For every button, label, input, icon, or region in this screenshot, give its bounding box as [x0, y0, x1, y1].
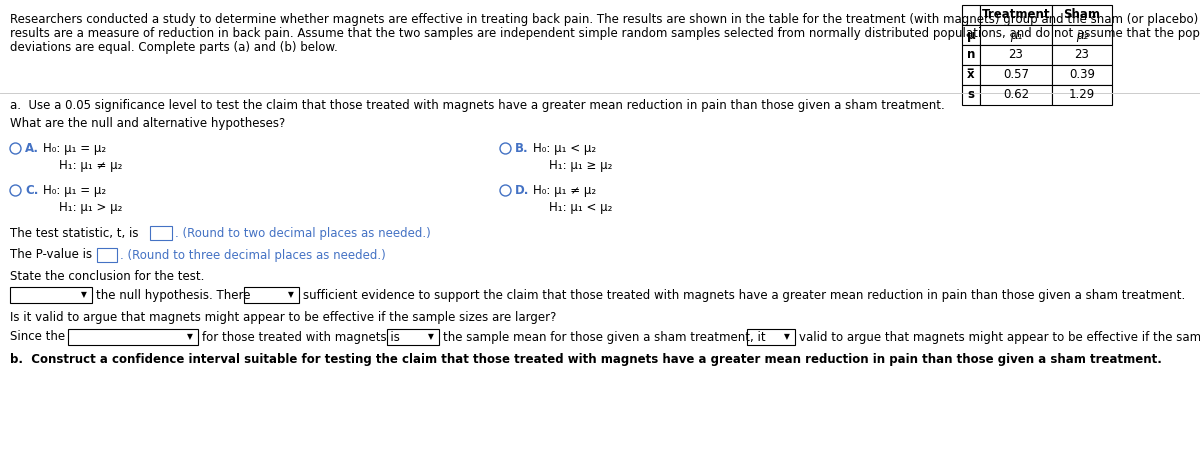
- Bar: [97, 248, 118, 262]
- Text: μ₂: μ₂: [1076, 28, 1088, 41]
- Text: for those treated with magnets is: for those treated with magnets is: [202, 330, 400, 343]
- Text: 0.62: 0.62: [1003, 88, 1030, 101]
- Text: ▼: ▼: [784, 333, 790, 342]
- Bar: [962, 5, 980, 25]
- Bar: [962, 65, 980, 85]
- Text: x̅: x̅: [967, 69, 974, 82]
- Text: results are a measure of reduction in back pain. Assume that the two samples are: results are a measure of reduction in ba…: [10, 27, 1200, 40]
- Bar: [962, 25, 980, 45]
- Bar: [10, 287, 92, 303]
- Text: Is it valid to argue that magnets might appear to be effective if the sample siz: Is it valid to argue that magnets might …: [10, 311, 557, 323]
- Text: ▼: ▼: [288, 291, 294, 299]
- Bar: [386, 329, 439, 345]
- Text: 23: 23: [1074, 48, 1090, 62]
- Text: What are the null and alternative hypotheses?: What are the null and alternative hypoth…: [10, 118, 286, 131]
- Text: H₀: μ₁ ≠ μ₂: H₀: μ₁ ≠ μ₂: [533, 184, 596, 197]
- Text: valid to argue that magnets might appear to be effective if the sample sizes are: valid to argue that magnets might appear…: [799, 330, 1200, 343]
- Text: H₁: μ₁ > μ₂: H₁: μ₁ > μ₂: [59, 201, 122, 214]
- Bar: [980, 65, 1052, 85]
- Text: H₀: μ₁ = μ₂: H₀: μ₁ = μ₂: [43, 142, 106, 155]
- Text: H₀: μ₁ < μ₂: H₀: μ₁ < μ₂: [533, 142, 596, 155]
- Text: the sample mean for those given a sham treatment, it: the sample mean for those given a sham t…: [443, 330, 766, 343]
- Text: B.: B.: [515, 142, 529, 155]
- Bar: [1052, 85, 1112, 105]
- Text: μ: μ: [967, 28, 976, 41]
- Text: 0.39: 0.39: [1069, 69, 1096, 82]
- Text: the null hypothesis. There: the null hypothesis. There: [96, 289, 251, 301]
- Text: C.: C.: [25, 184, 38, 197]
- Bar: [962, 45, 980, 65]
- Bar: [962, 85, 980, 105]
- Text: s: s: [967, 88, 974, 101]
- Bar: [980, 25, 1052, 45]
- Bar: [1052, 45, 1112, 65]
- Text: sufficient evidence to support the claim that those treated with magnets have a : sufficient evidence to support the claim…: [302, 289, 1186, 301]
- Text: 23: 23: [1008, 48, 1024, 62]
- Text: H₁: μ₁ < μ₂: H₁: μ₁ < μ₂: [550, 201, 612, 214]
- Text: Since the: Since the: [10, 330, 65, 343]
- Bar: [150, 226, 172, 240]
- Text: Treatment: Treatment: [982, 9, 1050, 22]
- Text: ▼: ▼: [82, 291, 86, 299]
- Text: μ₁: μ₁: [1010, 28, 1022, 41]
- Text: H₀: μ₁ = μ₂: H₀: μ₁ = μ₂: [43, 184, 106, 197]
- Text: H₁: μ₁ ≥ μ₂: H₁: μ₁ ≥ μ₂: [550, 159, 612, 172]
- Text: A.: A.: [25, 142, 38, 155]
- Text: H₁: μ₁ ≠ μ₂: H₁: μ₁ ≠ μ₂: [59, 159, 122, 172]
- Text: The P-value is: The P-value is: [10, 248, 92, 261]
- Bar: [244, 287, 299, 303]
- Bar: [1052, 25, 1112, 45]
- Text: deviations are equal. Complete parts (a) and (b) below.: deviations are equal. Complete parts (a)…: [10, 41, 337, 54]
- Text: 1.29: 1.29: [1069, 88, 1096, 101]
- Text: ▼: ▼: [428, 333, 434, 342]
- Text: Researchers conducted a study to determine whether magnets are effective in trea: Researchers conducted a study to determi…: [10, 13, 1200, 26]
- Bar: [980, 5, 1052, 25]
- Text: Sham: Sham: [1063, 9, 1100, 22]
- Text: a.  Use a 0.05 significance level to test the claim that those treated with magn: a. Use a 0.05 significance level to test…: [10, 100, 944, 113]
- Bar: [980, 85, 1052, 105]
- Text: . (Round to three decimal places as needed.): . (Round to three decimal places as need…: [120, 248, 385, 261]
- Bar: [980, 45, 1052, 65]
- Text: b.  Construct a confidence interval suitable for testing the claim that those tr: b. Construct a confidence interval suita…: [10, 353, 1162, 366]
- Text: D.: D.: [515, 184, 529, 197]
- Text: n: n: [967, 48, 976, 62]
- Bar: [1052, 5, 1112, 25]
- Text: . (Round to two decimal places as needed.): . (Round to two decimal places as needed…: [175, 226, 431, 239]
- Bar: [746, 329, 796, 345]
- Text: ▼: ▼: [187, 333, 193, 342]
- Text: 0.57: 0.57: [1003, 69, 1030, 82]
- Bar: [68, 329, 198, 345]
- Text: State the conclusion for the test.: State the conclusion for the test.: [10, 270, 204, 283]
- Text: The test statistic, t, is: The test statistic, t, is: [10, 226, 138, 239]
- Bar: [1052, 65, 1112, 85]
